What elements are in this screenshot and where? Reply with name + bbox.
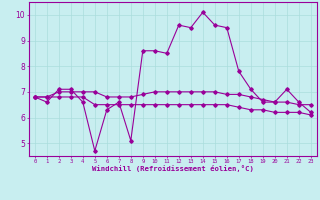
X-axis label: Windchill (Refroidissement éolien,°C): Windchill (Refroidissement éolien,°C) xyxy=(92,165,254,172)
